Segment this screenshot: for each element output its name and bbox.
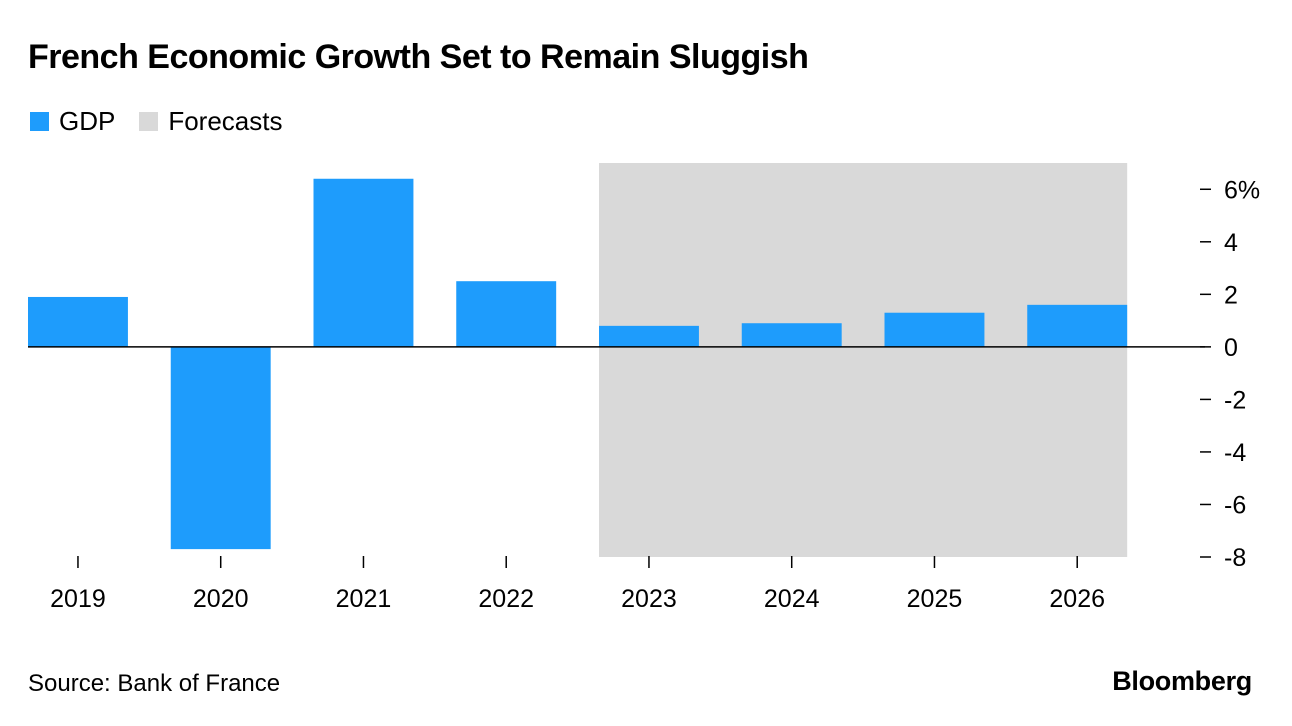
y-tick-label-6: 6%	[1224, 176, 1260, 204]
y-tick-label--8: -8	[1224, 544, 1246, 572]
bar-2021	[313, 178, 414, 347]
x-tick-label-2020: 2020	[193, 585, 249, 613]
bar-2025	[884, 312, 985, 347]
bloomberg-logo: Bloomberg	[1112, 666, 1252, 696]
legend-swatch-gdp	[30, 112, 49, 131]
x-tick-label-2025: 2025	[907, 585, 963, 613]
bar-2020	[170, 346, 271, 550]
y-tick-label--6: -6	[1224, 491, 1246, 519]
source-note: Source: Bank of France	[28, 670, 281, 697]
y-tick-label-0: 0	[1224, 334, 1238, 362]
x-tick-label-2026: 2026	[1049, 585, 1105, 613]
legend-label-gdp: GDP	[59, 106, 116, 136]
x-tick-label-2023: 2023	[621, 585, 677, 613]
legend-label-forecasts: Forecasts	[168, 106, 283, 136]
x-tick-label-2022: 2022	[478, 585, 534, 613]
bar-2026	[1027, 304, 1128, 347]
legend-item-gdp: GDP	[30, 106, 115, 137]
x-tick-label-2024: 2024	[764, 585, 820, 613]
x-tick-label-2019: 2019	[50, 585, 106, 613]
chart-title: French Economic Growth Set to Remain Slu…	[28, 38, 809, 76]
y-tick-label-4: 4	[1224, 229, 1238, 257]
legend-item-forecasts: Forecasts	[139, 106, 283, 137]
bar-2024	[741, 323, 842, 347]
bar-2023	[599, 325, 699, 347]
bar-2019	[28, 296, 128, 347]
bar-2022	[456, 281, 557, 347]
y-tick-label-2: 2	[1224, 281, 1238, 309]
legend: GDP Forecasts	[30, 106, 307, 137]
x-tick-label-2021: 2021	[336, 585, 392, 613]
forecast-shading	[599, 163, 1128, 557]
y-tick-label--2: -2	[1224, 386, 1246, 414]
y-tick-label--4: -4	[1224, 439, 1246, 467]
legend-swatch-forecasts	[139, 112, 159, 131]
